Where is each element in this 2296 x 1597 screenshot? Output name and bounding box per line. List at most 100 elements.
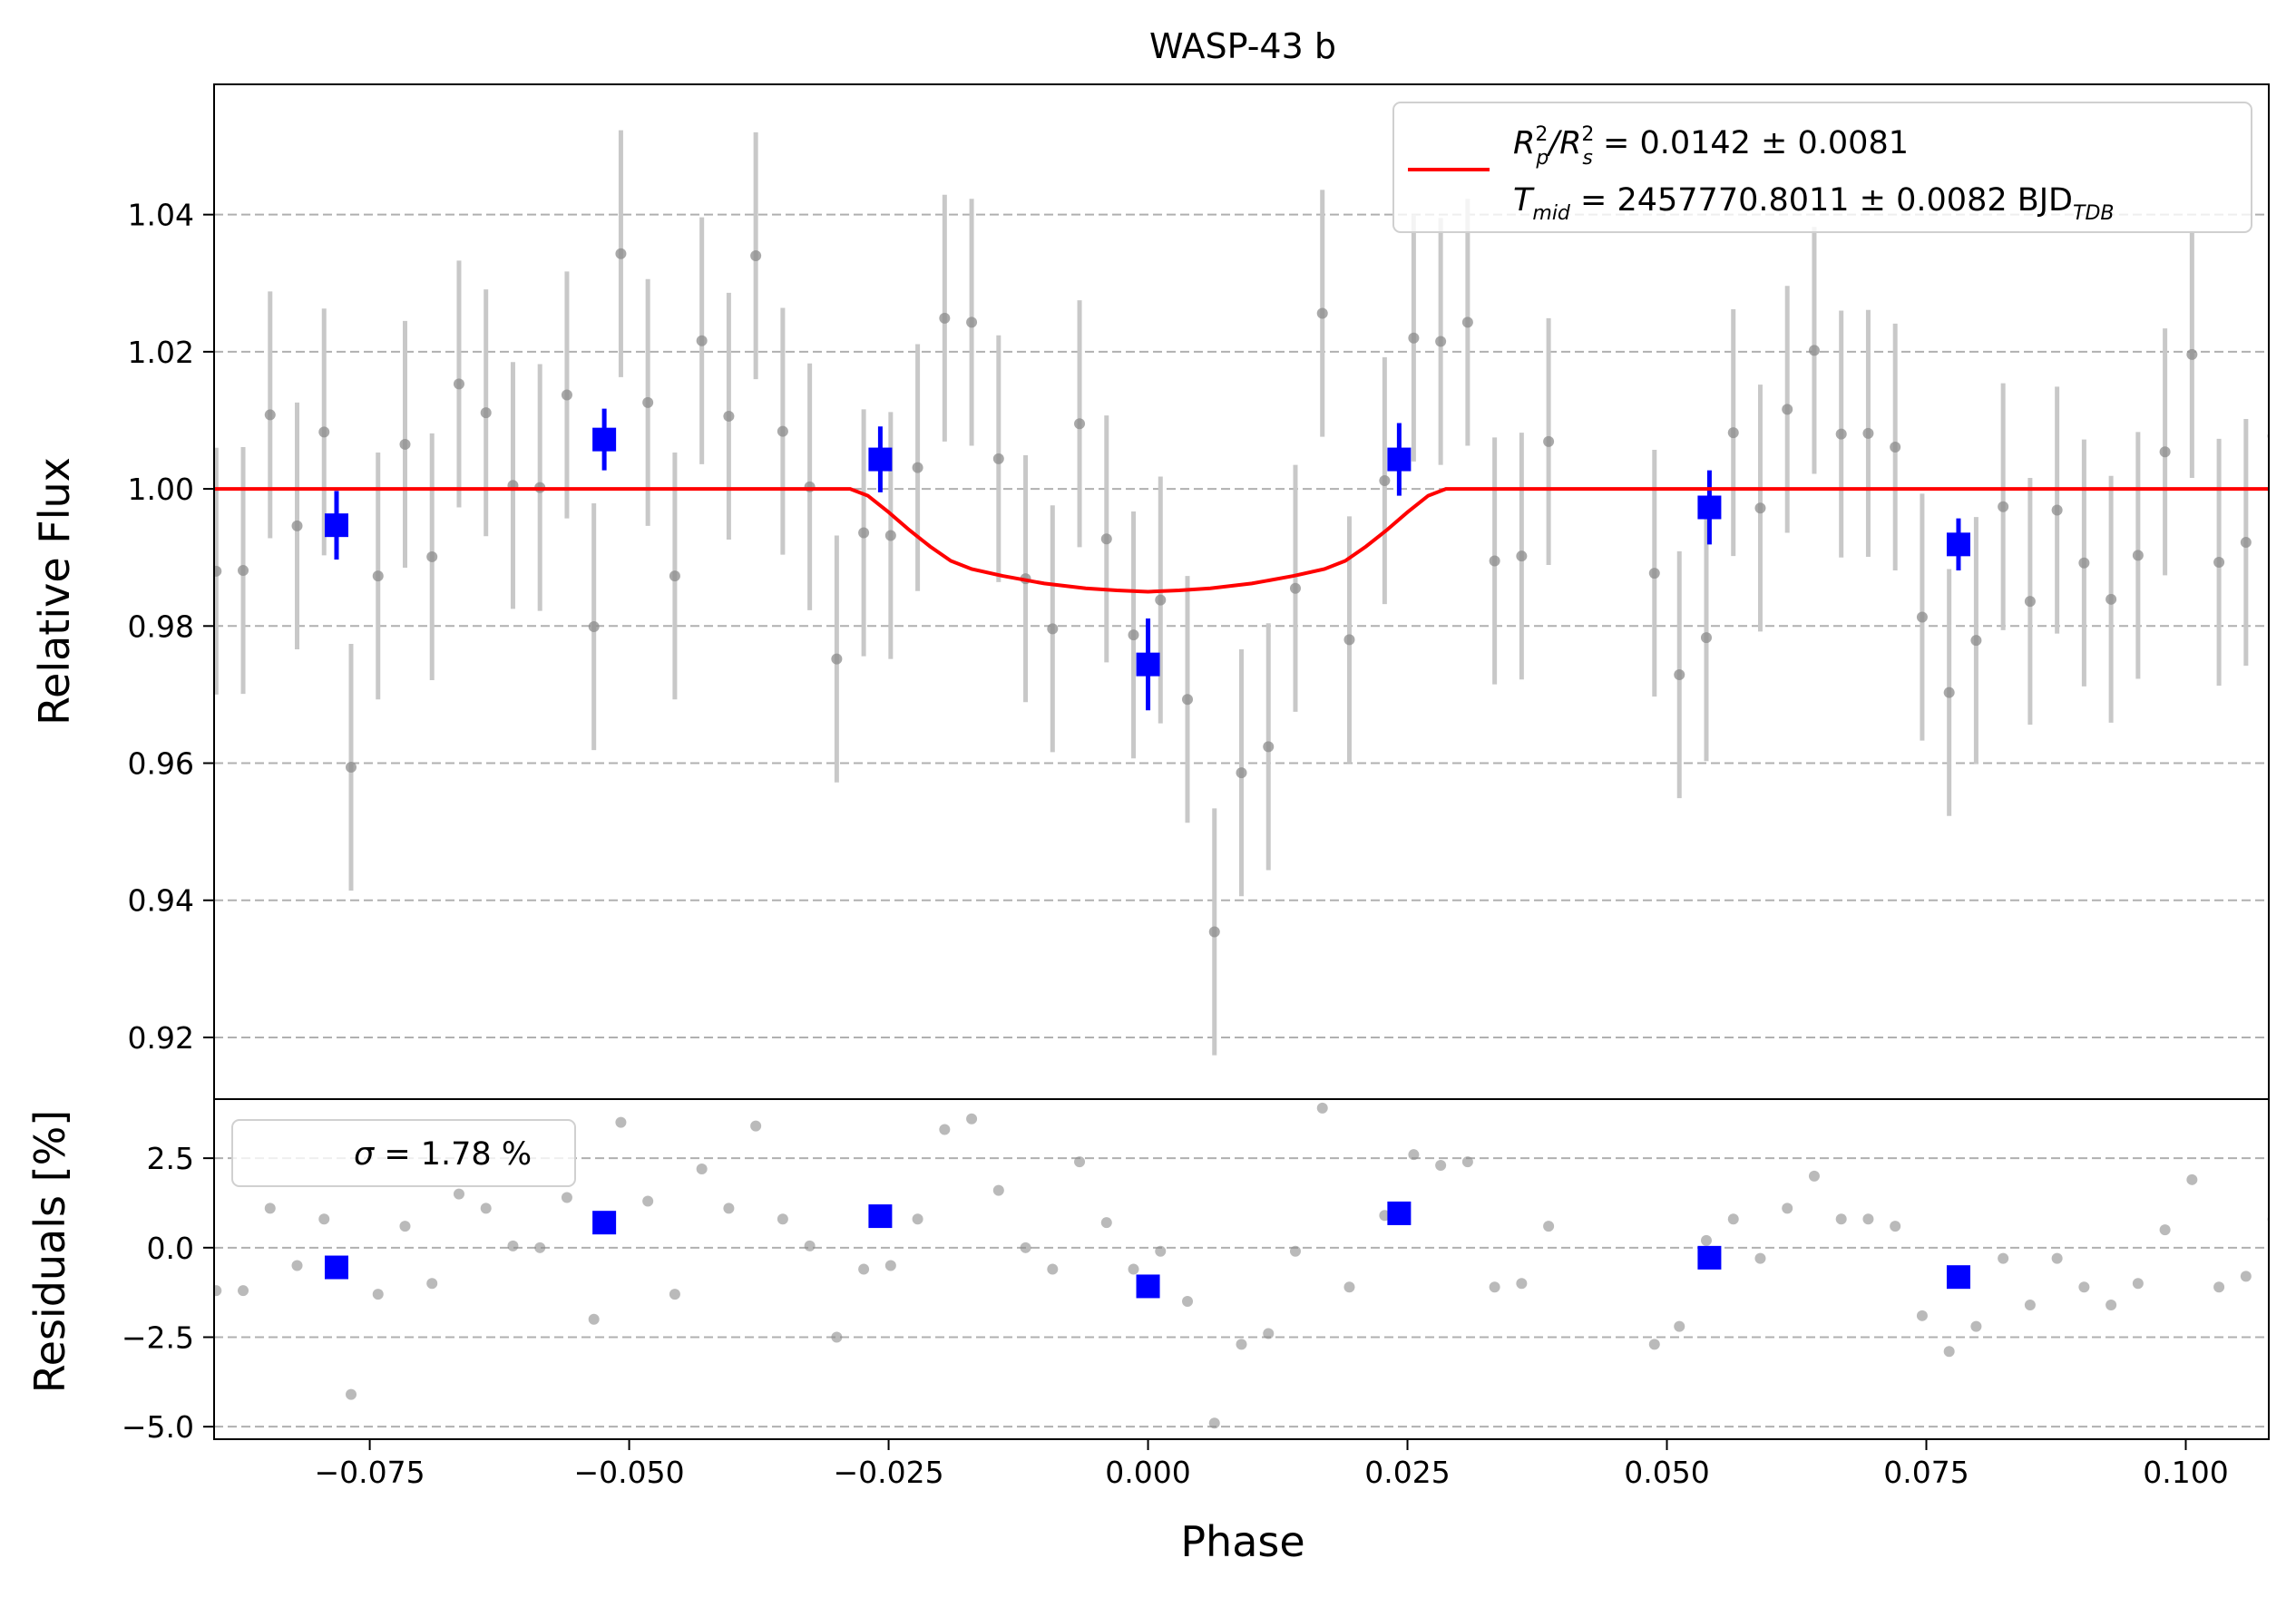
raw-data-point: [1808, 345, 1820, 356]
raw-data-point: [1435, 336, 1447, 347]
residual-raw-point: [1916, 1310, 1928, 1321]
raw-data-point: [884, 530, 896, 541]
residual-raw-point: [1182, 1296, 1194, 1308]
bottom-y-tick-label: −5.0: [122, 1409, 194, 1445]
raw-data-point: [238, 565, 249, 577]
residual-raw-point: [669, 1289, 680, 1300]
x-axis-label: Phase: [1180, 1517, 1304, 1566]
top-y-tick-label: 0.92: [128, 1020, 194, 1056]
raw-data-point: [264, 409, 276, 421]
binned-data-point: [1136, 652, 1160, 677]
residual-raw-point: [1263, 1328, 1275, 1339]
residual-raw-point: [1516, 1278, 1528, 1290]
raw-data-point: [1754, 502, 1766, 514]
raw-data-point: [831, 653, 843, 665]
x-tick-label: −0.050: [574, 1455, 685, 1490]
raw-data-point: [453, 378, 464, 390]
top-y-tick-label: 0.94: [128, 883, 194, 919]
residual-raw-point: [1782, 1203, 1793, 1214]
residual-raw-point: [1862, 1213, 1874, 1225]
raw-data-point: [399, 438, 411, 450]
residual-raw-point: [453, 1188, 464, 1200]
raw-data-point: [1047, 623, 1059, 635]
raw-data-point: [777, 425, 788, 437]
top-legend-box: [1392, 102, 2252, 233]
legend-sigma: σ = 1.78 %: [354, 1136, 532, 1173]
top-binned-points: [324, 408, 1970, 711]
residual-binned-point: [1136, 1274, 1160, 1299]
residual-raw-point: [1379, 1210, 1391, 1222]
raw-data-point: [2240, 537, 2252, 549]
residual-raw-point: [1970, 1320, 1982, 1332]
x-tick-label: 0.000: [1105, 1455, 1190, 1490]
bottom-legend: σ = 1.78 %: [231, 1119, 576, 1187]
raw-data-point: [1943, 687, 1955, 698]
residuals-panel: −5.0 −2.5 0.0 2.5 −0.075 −0.050 −0.025 0.000 0.…: [25, 1098, 2270, 1566]
top-y-tick-label: 1.02: [128, 335, 194, 370]
residual-raw-point: [2213, 1281, 2225, 1293]
residual-binned-point: [1387, 1201, 1412, 1225]
residual-binned-point: [324, 1255, 348, 1280]
transit-model-line: [214, 487, 2269, 594]
legend-sigma-symbol: σ: [354, 1136, 376, 1173]
residual-binned-point: [592, 1211, 617, 1235]
residual-raw-point: [939, 1124, 951, 1135]
residual-raw-point: [696, 1163, 708, 1174]
x-tick-label: −0.025: [833, 1455, 943, 1490]
residual-raw-point: [1020, 1242, 1031, 1253]
legend-tdb-sub: TDB: [2073, 202, 2114, 225]
legend-sigma-value: = 1.78 %: [374, 1136, 532, 1173]
legend-depth-value: = 0.0142 ± 0.0081: [1593, 125, 1909, 161]
residual-raw-point: [1208, 1417, 1220, 1429]
binned-data-point: [868, 447, 893, 472]
raw-data-point: [426, 550, 438, 562]
bottom-axes-frame: [213, 1098, 2270, 1440]
residual-raw-point: [1236, 1339, 1247, 1350]
legend-rp-sub: p: [1535, 147, 1549, 170]
top-y-tick-label: 1.00: [128, 472, 194, 507]
residual-raw-point: [2132, 1278, 2144, 1290]
residual-raw-point: [480, 1203, 492, 1214]
raw-data-point: [1516, 550, 1528, 562]
residual-raw-point: [1128, 1263, 1139, 1275]
top-raw-points: [214, 130, 2269, 1056]
residual-raw-point: [831, 1331, 843, 1343]
top-y-tick-label: 0.96: [128, 746, 194, 782]
raw-data-point: [912, 462, 923, 473]
raw-data-point: [1916, 611, 1928, 623]
raw-data-point: [1343, 634, 1355, 646]
raw-data-point: [1208, 926, 1220, 938]
raw-data-point: [1155, 594, 1167, 606]
raw-data-point: [1461, 316, 1473, 328]
raw-data-point: [1182, 694, 1194, 706]
residual-raw-point: [966, 1113, 978, 1125]
raw-data-point: [723, 410, 735, 422]
raw-data-point: [642, 396, 654, 408]
residual-raw-point: [1155, 1245, 1167, 1257]
residual-raw-point: [723, 1203, 735, 1214]
residual-raw-point: [2024, 1299, 2036, 1310]
raw-data-point: [2024, 596, 2036, 608]
legend-tmid-value: = 2457770.8011 ± 0.0082 BJD: [1570, 182, 2073, 219]
top-y-ticks: 0.92 0.94 0.96 0.98 1.00 1.02 1.04: [128, 198, 214, 1056]
x-tick-label: 0.100: [2143, 1455, 2228, 1490]
light-curve-panel: 0.920.940.960.981.001.021.04 R2 p/R2 s = 0…: [30, 83, 2270, 1100]
raw-data-point: [2159, 446, 2171, 458]
raw-data-point: [992, 453, 1004, 464]
raw-data-point: [1782, 404, 1793, 415]
residual-raw-point: [992, 1184, 1004, 1196]
raw-data-point: [1263, 741, 1275, 753]
residual-raw-point: [2078, 1281, 2090, 1293]
raw-data-point: [1700, 632, 1712, 644]
raw-data-point: [1489, 555, 1500, 567]
residual-raw-point: [214, 1285, 222, 1297]
residual-raw-point: [1343, 1281, 1355, 1293]
residual-raw-point: [804, 1240, 816, 1251]
x-tick-label: −0.075: [315, 1455, 425, 1490]
binned-data-point: [592, 427, 617, 452]
residual-raw-point: [264, 1203, 276, 1214]
residual-raw-point: [1316, 1102, 1328, 1114]
raw-data-point: [1100, 533, 1112, 545]
residual-raw-point: [1074, 1156, 1086, 1168]
